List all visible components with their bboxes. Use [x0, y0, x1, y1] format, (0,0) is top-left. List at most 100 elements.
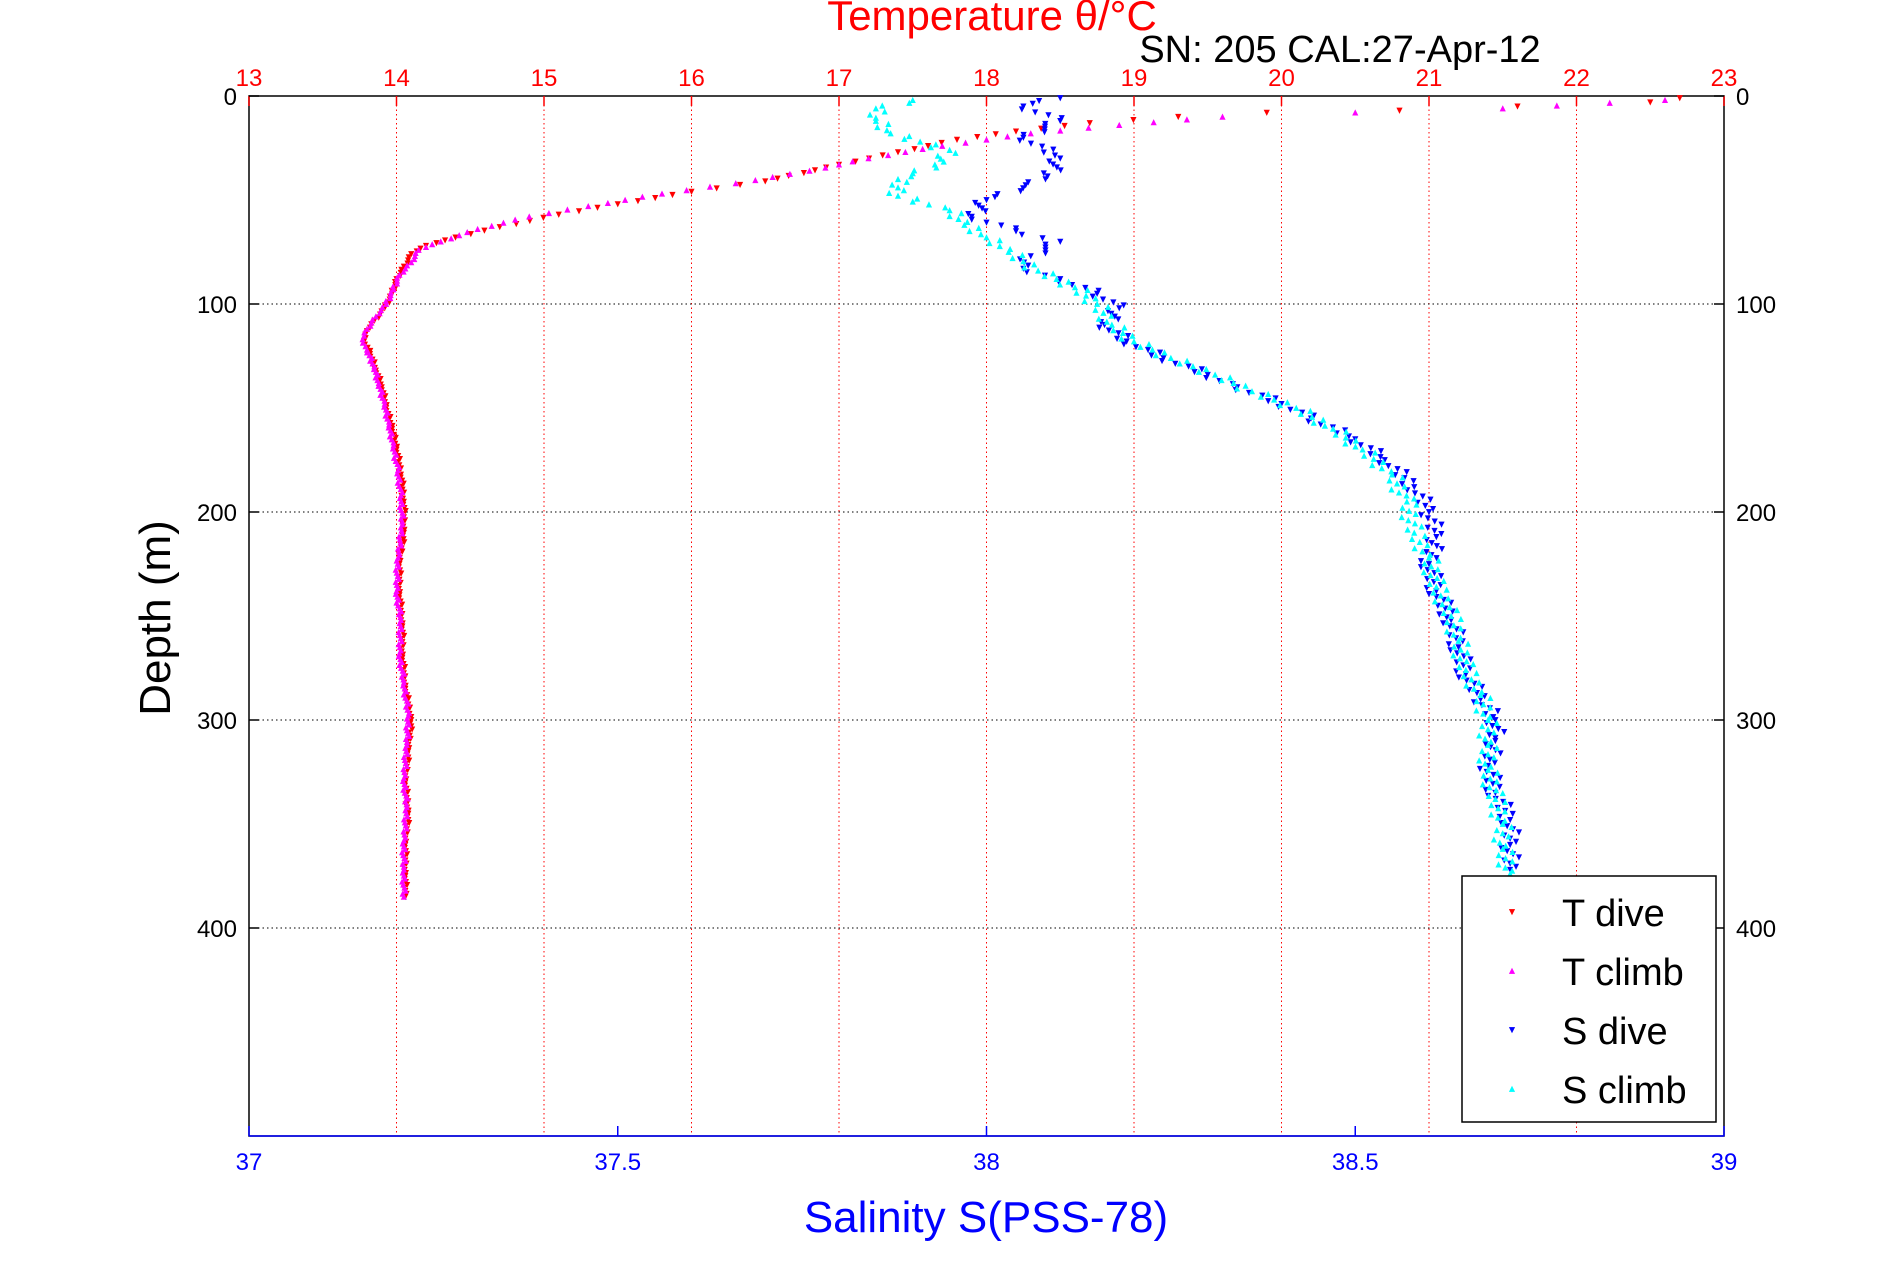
data-point [774, 175, 781, 182]
data-point [998, 222, 1005, 229]
data-point [962, 139, 969, 146]
data-point [1183, 116, 1190, 123]
data-point [1042, 247, 1049, 254]
data-point [1492, 795, 1499, 802]
data-point [1104, 303, 1112, 310]
data-point [1487, 763, 1495, 770]
data-point [911, 146, 918, 153]
data-point [1499, 830, 1506, 837]
data-point [402, 887, 409, 894]
data-point [1495, 851, 1502, 859]
data-point [1423, 549, 1430, 556]
data-point [977, 231, 985, 238]
data-point [403, 825, 410, 832]
data-point [974, 134, 981, 141]
series-t-climb [359, 96, 1669, 900]
data-point [1352, 437, 1359, 444]
data-point [1158, 357, 1166, 365]
data-point [409, 726, 416, 733]
data-point [1484, 726, 1492, 733]
data-point [400, 268, 407, 275]
data-point [1150, 119, 1157, 126]
data-point [1359, 446, 1366, 453]
data-point [408, 251, 415, 258]
data-point [1018, 106, 1025, 113]
data-point [1462, 666, 1469, 673]
data-point [1125, 332, 1132, 340]
data-point [1501, 808, 1509, 815]
data-point [894, 149, 902, 156]
data-point [622, 196, 629, 203]
data-point [1502, 864, 1509, 871]
data-point [1417, 558, 1425, 565]
data-point [925, 201, 933, 208]
data-point [1027, 130, 1034, 137]
data-point [604, 199, 611, 207]
data-point [1425, 554, 1433, 561]
data-point [1413, 501, 1420, 508]
data-point [1481, 735, 1489, 742]
data-point [1057, 118, 1064, 125]
data-point [1439, 601, 1446, 608]
data-point [1129, 332, 1136, 339]
data-point [1493, 744, 1500, 751]
data-point [1493, 778, 1500, 785]
data-point [1661, 96, 1669, 104]
data-point [372, 313, 379, 320]
data-point [932, 141, 939, 148]
data-point [1438, 521, 1445, 528]
data-point [1514, 103, 1521, 110]
data-point [886, 189, 893, 196]
data-point [769, 173, 776, 181]
data-point [1411, 484, 1418, 491]
data-point [1488, 802, 1495, 809]
data-point [1042, 244, 1049, 251]
data-point [1046, 158, 1053, 165]
data-point [464, 228, 471, 236]
data-point [398, 570, 405, 577]
data-point [1421, 560, 1428, 567]
data-point [1092, 295, 1099, 302]
temperature-tick-label: 18 [973, 65, 1000, 92]
data-point [1476, 757, 1483, 764]
data-point [1058, 115, 1065, 122]
data-point [1095, 315, 1102, 322]
data-point [1040, 170, 1047, 177]
data-point [1403, 492, 1410, 499]
data-point [983, 219, 990, 226]
data-point [1553, 102, 1560, 109]
data-point [1099, 296, 1107, 303]
data-point [1473, 669, 1480, 677]
data-point [952, 149, 959, 156]
data-point [872, 117, 879, 124]
data-point [1019, 251, 1026, 259]
data-point [1455, 674, 1462, 681]
data-point [1431, 527, 1438, 534]
data-point [1425, 561, 1433, 568]
data-point [1004, 133, 1011, 140]
data-point [405, 695, 412, 702]
data-point [1501, 817, 1508, 824]
data-point [1487, 775, 1494, 782]
data-point [402, 508, 409, 515]
data-point [1509, 848, 1516, 855]
data-point [1092, 306, 1099, 313]
data-point [1044, 173, 1051, 180]
data-point [398, 608, 405, 615]
data-point [1486, 713, 1494, 720]
data-point [822, 164, 829, 171]
data-point [396, 271, 403, 278]
data-point [1040, 149, 1047, 156]
data-point [1039, 235, 1046, 242]
data-point [401, 664, 409, 671]
data-point [917, 138, 924, 145]
data-point [1494, 769, 1501, 776]
data-point [1005, 248, 1012, 255]
data-point [1448, 612, 1455, 619]
temperature-tick-label: 16 [678, 65, 705, 92]
data-point [1307, 407, 1314, 414]
data-point [1110, 299, 1117, 306]
data-point [390, 286, 397, 293]
data-point [1367, 445, 1374, 452]
data-point [887, 130, 894, 137]
